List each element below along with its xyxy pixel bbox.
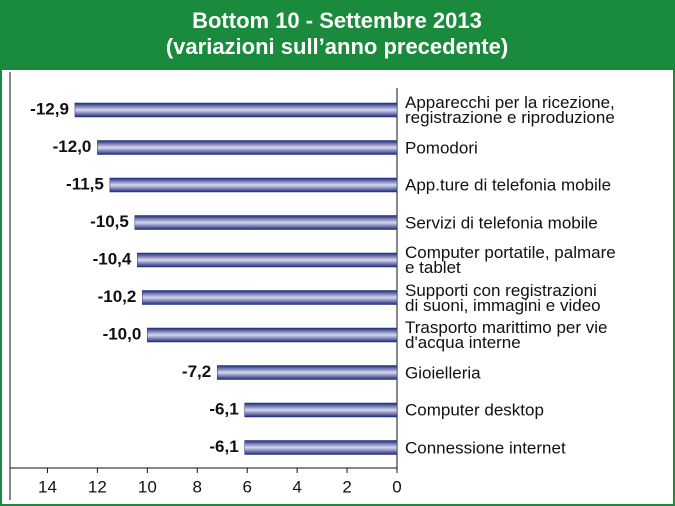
- x-tick-label: 14: [38, 477, 57, 496]
- bar: [142, 290, 398, 305]
- bar: [134, 215, 398, 230]
- value-label: -10,5: [90, 212, 129, 231]
- chart-title: Bottom 10 - Settembre 2013: [192, 8, 482, 33]
- value-label: -10,2: [98, 287, 137, 306]
- category-label: App.ture di telefonia mobile: [405, 175, 612, 195]
- category-label: Pomodori: [405, 138, 478, 157]
- category-label: Computer portatile, palmare e tablet: [405, 243, 616, 277]
- bar: [137, 252, 398, 268]
- x-tick-label: 8: [193, 477, 202, 496]
- category-label: Computer desktop: [405, 400, 544, 420]
- value-label: -10,0: [103, 324, 142, 343]
- category-label: Gioielleria: [405, 363, 481, 382]
- x-tick-label: 6: [242, 477, 251, 496]
- value-label: -10,4: [93, 249, 132, 268]
- value-label: -6,1: [209, 399, 238, 418]
- value-label: -7,2: [182, 362, 211, 381]
- value-label: -12,0: [53, 137, 92, 156]
- x-tick-label: 0: [392, 477, 401, 496]
- bar: [109, 177, 398, 193]
- category-label: Connessione internet: [405, 438, 566, 457]
- category-label: Supporti con registrazioni di suoni, imm…: [405, 280, 601, 315]
- category-label: Servizi di telefonia mobile: [405, 213, 598, 232]
- bar: [147, 327, 398, 343]
- category-label: Trasporto marittimo per vie d'acqua inte…: [405, 318, 608, 352]
- bar: [97, 140, 398, 155]
- category-label: Apparecchi per la ricezione, registrazio…: [405, 93, 615, 127]
- bar: [216, 365, 398, 380]
- x-tick-label: 4: [292, 477, 301, 496]
- x-tick-label: 12: [88, 477, 107, 496]
- header: [2, 2, 673, 70]
- bar: [244, 440, 398, 455]
- chart-subtitle: (variazioni sull’anno precedente): [166, 34, 508, 59]
- x-tick-label: 10: [138, 477, 157, 496]
- x-tick-label: 2: [342, 477, 351, 496]
- value-label: -6,1: [209, 437, 238, 456]
- bar: [244, 402, 398, 418]
- bar: [74, 102, 398, 118]
- value-label: -11,5: [66, 174, 104, 193]
- value-label: -12,9: [30, 99, 69, 118]
